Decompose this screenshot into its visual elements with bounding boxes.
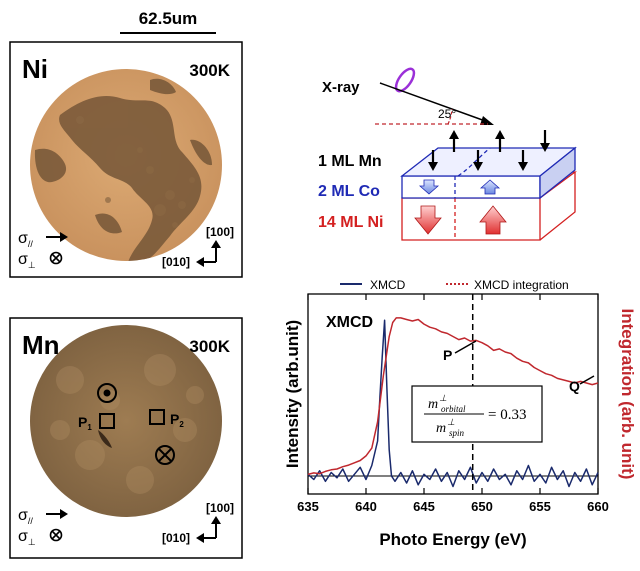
- layer-co-label: 2 ML Co: [318, 183, 380, 200]
- mn-temperature: 300K: [189, 337, 230, 356]
- annotation-p-pointer: [454, 340, 477, 354]
- panel-mn: Mn 300K P1 P2 σ// σ⊥ [100] [010]: [9, 317, 243, 559]
- series-layer: [307, 317, 599, 488]
- layer-mn-label: 1 ML Mn: [318, 153, 382, 170]
- co-arrow-up-icon: [479, 179, 501, 195]
- ni-axis-100: [100]: [206, 225, 234, 239]
- mn-out-of-page-icon: [97, 383, 117, 403]
- x-tick-label: 645: [413, 499, 435, 514]
- ni-sigma-par: σ//: [18, 230, 33, 249]
- inset-xmcd-label: XMCD: [326, 314, 373, 331]
- ni-dark-domains: [34, 78, 212, 261]
- mn-into-page-marker-icon: [155, 445, 175, 465]
- ni-sigma-par-arrow-icon: [46, 232, 68, 242]
- co-arrow-down-icon: [418, 179, 440, 195]
- mn-axis-010: [010]: [162, 531, 190, 545]
- x-tick-label: 655: [529, 499, 551, 514]
- co-layer-slab: [400, 146, 577, 200]
- mn-p1-label: P1: [78, 414, 92, 432]
- annotation-q-pointer: [579, 375, 595, 385]
- ni-arrow-down-icon: [414, 205, 442, 235]
- annotation-p: P: [443, 347, 452, 363]
- schematic: X-ray 25° 1 ML Mn 2 ML Co 14 ML Ni: [318, 67, 577, 241]
- legend: XMCD XMCD integration: [340, 278, 569, 292]
- x-tick-label: 635: [297, 499, 319, 514]
- mn-p2-box: [149, 409, 165, 425]
- annotation-q: Q: [569, 378, 580, 394]
- mn-into-page-icon: [49, 528, 63, 542]
- mn-p2-label: P2: [170, 411, 184, 429]
- xray-label: X-ray: [322, 79, 360, 96]
- scale-bar-label: 62.5um: [139, 9, 198, 28]
- polarization-ellipse-icon: [394, 67, 416, 93]
- scale-bar: 62.5um: [120, 9, 216, 34]
- mn-axes-arrow-icon: [196, 516, 221, 543]
- equation-denominator: m⊥ spin: [436, 417, 464, 438]
- x-ticks: 635 640 645 650 655 660: [297, 294, 609, 514]
- ni-temperature: 300K: [189, 61, 230, 80]
- panel-ni: Ni 300K σ// σ⊥ [100] [010]: [9, 41, 243, 278]
- angle-arc: [447, 108, 453, 125]
- ni-axes-arrow-icon: [196, 240, 221, 267]
- ni-arrow-up-icon: [479, 205, 507, 235]
- mn-axis-100: [100]: [206, 501, 234, 515]
- x-tick-label: 640: [355, 499, 377, 514]
- plot-frame: [307, 293, 599, 495]
- x-tick-label: 650: [471, 499, 493, 514]
- legend-xmcd-label: XMCD: [370, 278, 406, 292]
- series-integration-line: [307, 317, 599, 476]
- xmcd-chart: 635 640 645 650 655 660 XMCD XMCD XMCD integr…: [283, 278, 637, 549]
- mn-domain-disk: [30, 325, 222, 517]
- mn-sigma-perp: σ⊥: [18, 528, 36, 547]
- mn-spin-arrows-icon: [428, 130, 550, 171]
- mn-sigma-par-arrow-icon: [46, 509, 68, 519]
- xray-beam-head: [480, 116, 494, 125]
- mn-texture: [50, 354, 204, 494]
- ni-sigma-perp: σ⊥: [18, 251, 36, 270]
- equation-value: = 0.33: [488, 407, 526, 423]
- legend-integration-label: XMCD integration: [474, 278, 569, 292]
- mn-p1-box: [99, 413, 115, 429]
- x-tick-label: 660: [587, 499, 609, 514]
- xray-beam: [379, 82, 489, 123]
- equation-numerator: m⊥ orbital: [428, 393, 466, 414]
- angle-label: 25°: [438, 107, 456, 121]
- ni-speckle: [76, 116, 195, 228]
- ni-into-page-icon: [49, 251, 63, 265]
- ni-axis-010: [010]: [162, 255, 190, 269]
- mn-element-label: Mn: [22, 330, 60, 360]
- layer-ni-label: 14 ML Ni: [318, 214, 384, 231]
- x-axis-title: Photo Energy (eV): [379, 530, 526, 549]
- orbital-spin-ratio: m⊥ orbital m⊥ spin = 0.33: [411, 385, 543, 443]
- y-axis-right-title: Integration (arb. unit): [618, 309, 637, 480]
- series-xmcd-line: [307, 319, 599, 488]
- mn-sigma-par: σ//: [18, 507, 33, 526]
- ni-element-label: Ni: [22, 54, 48, 84]
- mn-defect: [98, 430, 112, 448]
- y-axis-left-title: Intensity (arb.unit): [283, 320, 302, 468]
